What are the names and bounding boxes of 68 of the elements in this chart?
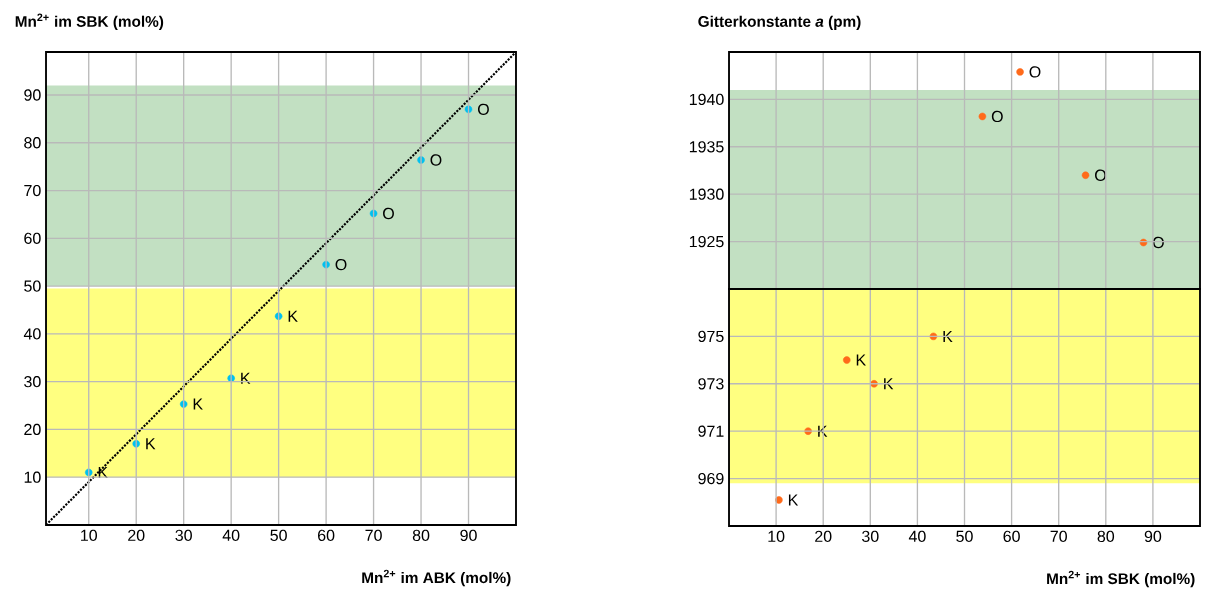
point [179, 400, 188, 408]
x-tick-label: 10 [768, 530, 785, 543]
point [775, 496, 783, 504]
y-tick-label: 1935 [689, 141, 724, 153]
point [132, 440, 140, 448]
x-tick-label: 30 [862, 530, 879, 543]
x-tick-label: 90 [460, 529, 477, 542]
y-tick-label: 975 [698, 330, 724, 343]
annotation: O [335, 258, 347, 271]
x-tick-label: 80 [412, 529, 430, 542]
x-tick-label: 50 [956, 530, 973, 543]
annotation: K [818, 425, 828, 437]
annotation: O [991, 110, 1003, 123]
x-axis-title: Mn$^{2+}$ im ABK (mol%) [362, 569, 511, 587]
x-tick-label: 70 [1050, 530, 1067, 543]
annotation: K [288, 310, 298, 322]
point [464, 105, 473, 114]
y-axis-title: Mn$^{2+}$ im SBK (mol%) [15, 13, 164, 30]
annotation: K [856, 354, 866, 366]
annotation: O [1095, 169, 1106, 181]
point [369, 209, 378, 218]
x-tick-label: 20 [815, 530, 832, 543]
annotation: O [383, 207, 394, 220]
annotation: O [430, 154, 442, 166]
point [1081, 171, 1090, 179]
x-tick-label: 10 [81, 529, 98, 542]
y-tick-label: 30 [24, 376, 41, 388]
y-tick-label: 1930 [689, 188, 724, 200]
x-tick-label: 70 [365, 529, 382, 542]
point [843, 356, 851, 364]
y-tick-label: 70 [24, 184, 41, 197]
point [978, 112, 987, 121]
x-tick-label: 60 [1003, 530, 1020, 543]
y-tick-label: 60 [24, 232, 41, 244]
annotation: K [788, 494, 799, 506]
x-tick-label: 50 [270, 529, 287, 542]
x-tick-label: 20 [128, 529, 145, 542]
annotation: K [146, 438, 156, 450]
x-tick-label: 40 [222, 529, 240, 542]
y-tick-label: 80 [24, 137, 41, 149]
y-tick-label: 50 [24, 280, 41, 292]
x-tick-label: 90 [1144, 530, 1162, 543]
x-tick-label: 60 [318, 529, 335, 542]
x-tick-label: 40 [908, 530, 926, 543]
annotation: K [98, 466, 108, 478]
annotation: K [193, 398, 203, 410]
y-tick-label: 40 [23, 328, 41, 340]
point [804, 427, 812, 435]
y-tick-label: 90 [24, 89, 41, 101]
point [274, 312, 283, 320]
point [870, 380, 878, 388]
annotation: O [1029, 66, 1041, 78]
point [1139, 238, 1148, 247]
y-tick-label: 969 [698, 472, 724, 485]
point [929, 332, 938, 341]
y-tick-label: 20 [24, 423, 41, 436]
x-tick-label: 30 [175, 529, 192, 542]
annotation: O [477, 103, 489, 115]
point [1016, 68, 1024, 76]
x-tick-label: 80 [1097, 530, 1115, 543]
y-tick-label: 10 [24, 471, 41, 483]
y-tick-label: 1940 [689, 93, 724, 106]
y-tick-label: 1925 [689, 235, 724, 248]
y-tick-label: 971 [698, 425, 724, 437]
x-axis-title: Mn$^{2+}$ im SBK (mol%) [1047, 570, 1195, 588]
y-axis-title: Gitterkonstante a (pm) [698, 15, 861, 30]
y-tick-label: 973 [698, 378, 724, 390]
point [85, 468, 93, 477]
